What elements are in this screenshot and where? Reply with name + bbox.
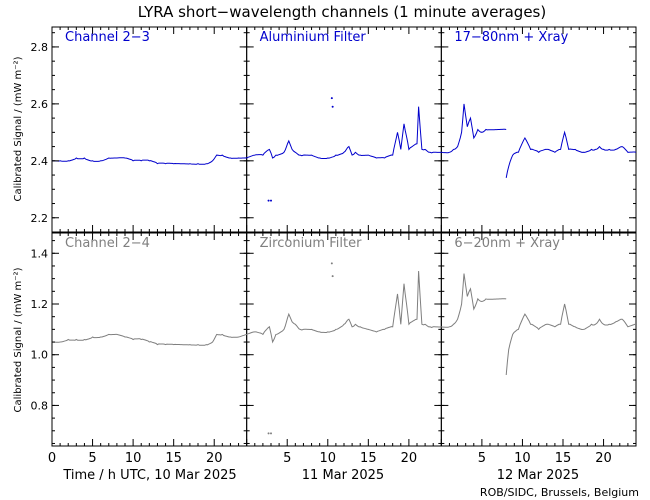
data-point [330, 97, 333, 100]
panel-label: 17−80nm + Xray [454, 30, 568, 45]
panel-label: Aluminium Filter [260, 30, 367, 45]
y-tick-label: 1.4 [31, 247, 49, 260]
series-line [505, 130, 637, 178]
x-axis-label-day3: 12 Mar 2025 [497, 468, 579, 483]
y-tick-label: 1.2 [31, 298, 49, 311]
series-line [51, 333, 247, 346]
y-tick-label: 0.8 [31, 399, 49, 412]
panel-frame [440, 26, 637, 233]
series-line [246, 106, 442, 159]
y-axis-label-bottom: Calibrated Signal / (mW m⁻²) [13, 267, 24, 412]
x-tick-label: 20 [401, 451, 418, 466]
y-tick-label: 2.2 [31, 212, 49, 225]
panel-frame [246, 26, 442, 233]
x-tick-label: 10 [320, 451, 337, 466]
y-tick-label: 2.4 [31, 155, 49, 168]
x-tick-label: 20 [206, 451, 223, 466]
x-axis-label-day2: 11 Mar 2025 [302, 468, 384, 483]
axis-ticks: 2.2 2.4 2.6 2.8 0.8 1.0 1.2 1.4 0 5 10 15 20 5 10 15 20 5… [31, 27, 637, 466]
x-tick-label: 15 [555, 451, 572, 466]
data-point [331, 105, 334, 108]
panel-label: Zirconium Filter [260, 236, 362, 251]
data-point [267, 199, 270, 202]
series-line [505, 303, 637, 376]
panel-frame [51, 232, 248, 447]
y-tick-label: 1.0 [31, 349, 49, 362]
series-line [51, 154, 247, 165]
data-point [267, 432, 270, 435]
x-tick-label: 20 [595, 451, 612, 466]
y-axis-label-top: Calibrated Signal / (mW m⁻²) [13, 56, 24, 201]
series-line [441, 273, 507, 328]
data-point [330, 262, 333, 265]
data-series [51, 97, 637, 435]
x-tick-label: 5 [283, 451, 291, 466]
x-tick-label: 10 [125, 451, 142, 466]
panel-label: Channel 2−4 [65, 236, 150, 251]
chart-title: LYRA short−wavelength channels (1 minute… [138, 3, 546, 21]
series-line [441, 103, 507, 154]
data-point [270, 432, 272, 435]
panel-labels: Channel 2−3 Aluminium Filter 17−80nm + Xra… [65, 30, 569, 251]
x-axis-label-day1: Time / h UTC, 10 Mar 2025 [62, 468, 236, 483]
y-tick-label: 2.8 [31, 41, 49, 54]
panel-frame [51, 26, 248, 233]
x-tick-label: 10 [514, 451, 531, 466]
x-tick-label: 15 [360, 451, 377, 466]
panel-frame [246, 232, 442, 447]
panel-frame [440, 232, 637, 447]
credit-text: ROB/SIDC, Brussels, Belgium [480, 486, 639, 499]
x-tick-label: 5 [88, 451, 96, 466]
series-line [246, 270, 442, 344]
x-tick-label: 0 [48, 451, 56, 466]
x-tick-label: 15 [165, 451, 182, 466]
panel-label: Channel 2−3 [65, 30, 150, 45]
data-point [331, 275, 334, 278]
data-point [270, 199, 272, 202]
x-tick-label: 5 [478, 451, 486, 466]
y-tick-label: 2.6 [31, 98, 49, 111]
panel-label: 6−20nm + Xray [454, 236, 560, 251]
